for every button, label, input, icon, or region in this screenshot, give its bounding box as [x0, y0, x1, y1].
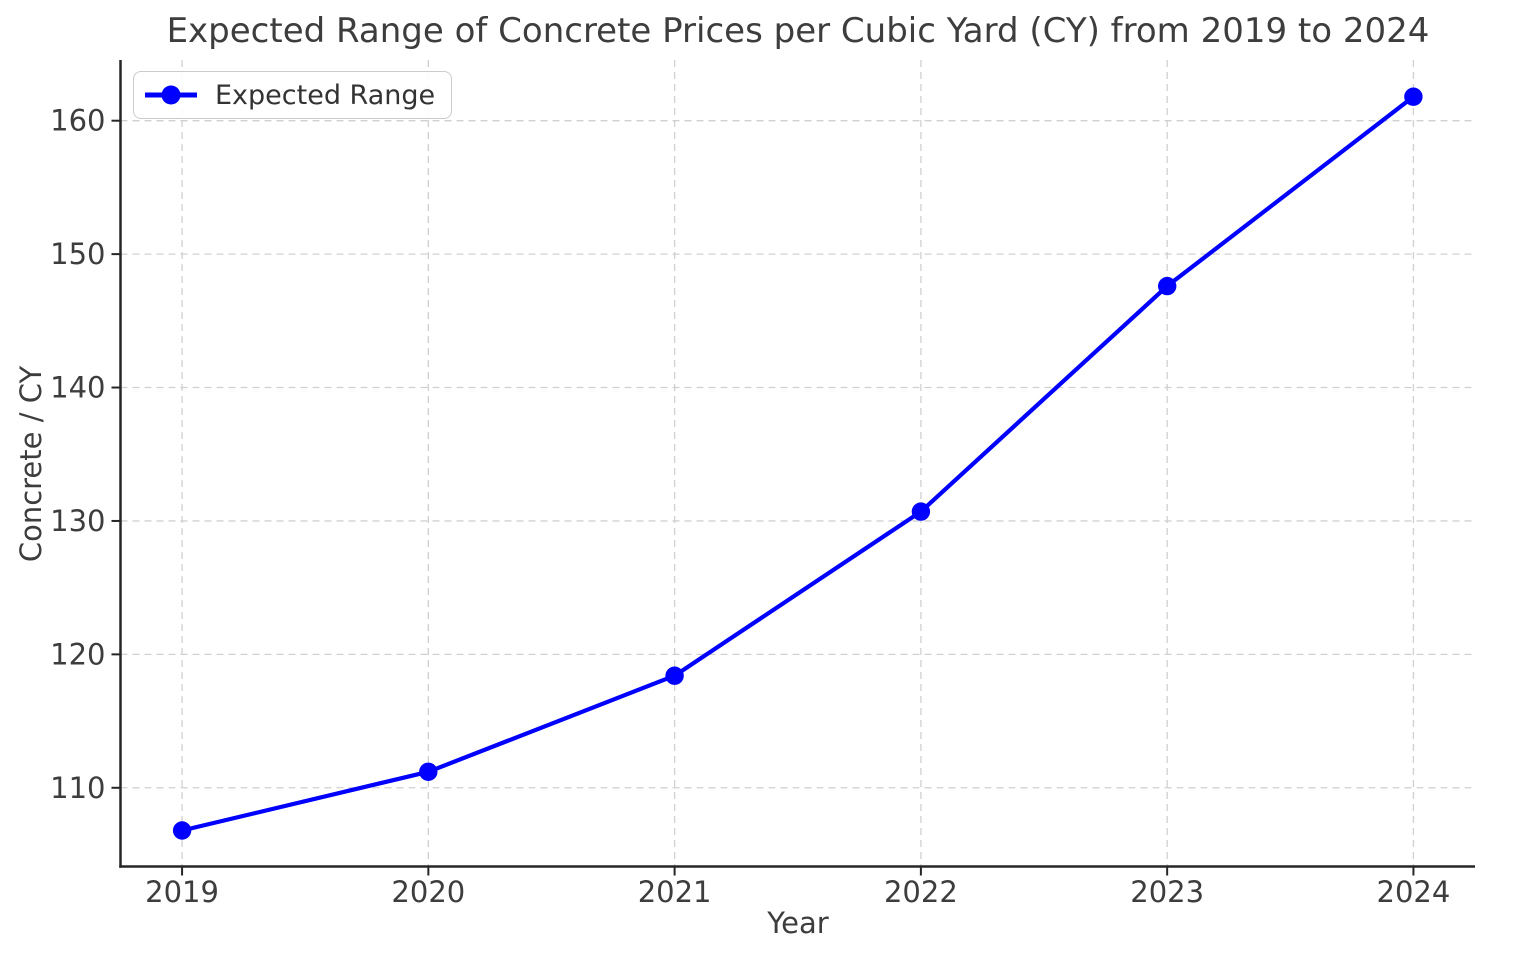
y-tick-label: 110	[50, 771, 105, 805]
data-point-2021	[665, 666, 684, 685]
data-point-2023	[1158, 276, 1177, 296]
data-point-2020	[419, 762, 438, 781]
x-axis-label: Year	[767, 906, 829, 940]
x-tick-label: 2024	[1377, 875, 1451, 909]
x-tick-label: 2021	[638, 875, 712, 909]
legend-label: Expected Range	[215, 79, 436, 111]
y-tick-label: 140	[50, 371, 105, 405]
y-axis-label-container: Concrete / CY	[0, 60, 62, 867]
data-point-2022	[911, 502, 931, 521]
y-tick-label: 150	[50, 237, 105, 271]
y-tick-label: 130	[50, 504, 105, 538]
legend-line-marker-icon	[145, 85, 197, 105]
y-tick-label: 160	[50, 104, 105, 138]
chart-title: Expected Range of Concrete Prices per Cu…	[166, 11, 1430, 51]
y-axis-label: Concrete / CY	[14, 365, 49, 562]
y-tick-label: 120	[50, 637, 105, 671]
legend: Expected Range	[133, 71, 453, 119]
series-line	[180, 94, 1416, 833]
x-tick-label: 2020	[391, 875, 465, 909]
x-tick-label: 2022	[884, 875, 958, 909]
x-tick-label: 2019	[145, 875, 219, 909]
data-point-2019	[172, 821, 192, 840]
data-point-2024	[1404, 87, 1423, 106]
x-tick-label: 2023	[1130, 875, 1204, 909]
